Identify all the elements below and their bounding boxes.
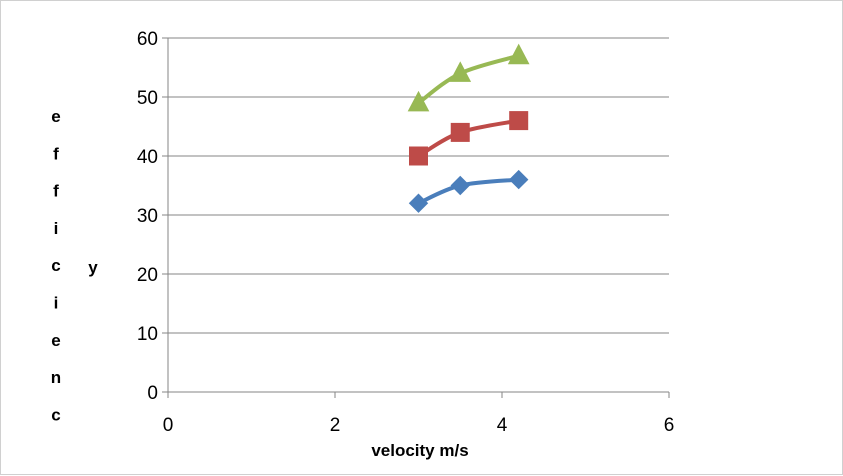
series-3-point-1 — [407, 90, 430, 112]
y-tick-label-40: 40 — [137, 147, 158, 168]
series-3 — [407, 43, 530, 112]
y-tick-label-60: 60 — [137, 29, 158, 50]
x-tick-label-6: 6 — [664, 415, 675, 436]
series-3-point-2 — [449, 61, 472, 82]
series-1-point-2 — [450, 175, 470, 196]
y-axis-title-letter-1: f — [53, 144, 59, 163]
y-tick-label-30: 30 — [137, 206, 158, 227]
y-tick-label-20: 20 — [137, 265, 158, 286]
y-tick-label-0: 0 — [147, 383, 158, 404]
y-axis-title-tail: y — [88, 258, 98, 277]
y-axis-title-letter-2: f — [53, 182, 59, 201]
series-2-point-3 — [509, 111, 529, 131]
y-axis-title-letter-3: i — [54, 219, 59, 238]
series-2 — [409, 111, 529, 166]
x-axis-title: velocity m/s — [371, 441, 468, 460]
series-2-point-1 — [409, 146, 428, 166]
y-tick-label-10: 10 — [137, 324, 158, 345]
y-axis-title-letter-5: i — [54, 294, 59, 313]
x-tick-label-4: 4 — [497, 415, 508, 436]
series-3-point-3 — [507, 43, 530, 65]
series-2-point-2 — [450, 122, 470, 142]
x-tick-label-0: 0 — [163, 415, 174, 436]
series-1-point-1 — [408, 193, 429, 213]
y-axis-title-letter-7: n — [51, 368, 61, 387]
y-axis-title-letter-4: c — [51, 256, 60, 275]
series-1 — [408, 169, 529, 213]
y-axis-title-letter-8: c — [51, 405, 60, 424]
gridlines — [168, 37, 669, 334]
y-tick-label-50: 50 — [137, 88, 158, 109]
x-tick-label-2: 2 — [330, 415, 341, 436]
series-1-point-3 — [508, 169, 529, 190]
y-axis-title-letter-6: e — [51, 331, 60, 350]
series-layer — [407, 43, 530, 213]
axes — [162, 37, 670, 398]
series-1-line — [417, 177, 519, 206]
y-axis-title-letter-0: e — [51, 107, 60, 126]
